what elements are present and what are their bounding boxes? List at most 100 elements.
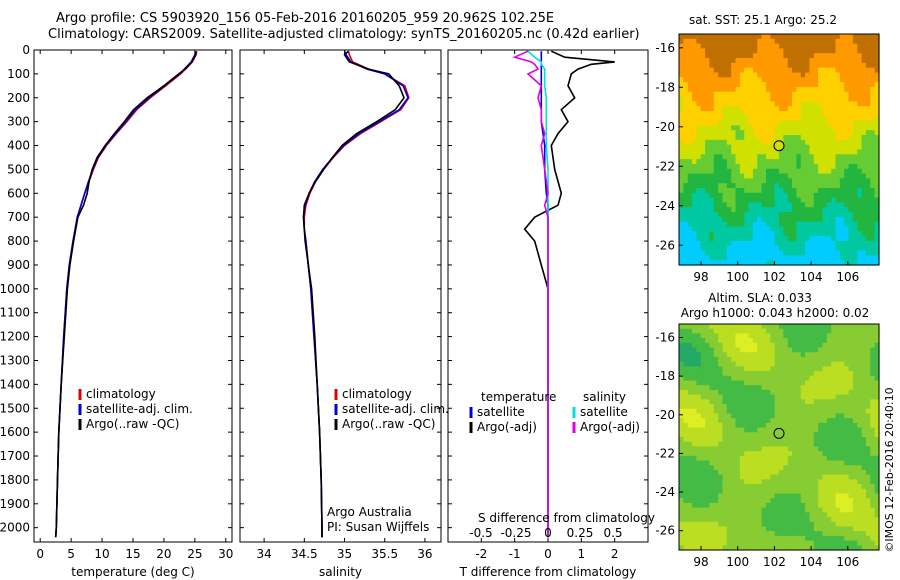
sst-map-cell <box>705 207 711 213</box>
sla-map-cell <box>726 512 732 518</box>
sst-map-cell <box>705 154 711 160</box>
sst-map-cell <box>852 178 858 184</box>
sst-map-cell <box>752 154 758 160</box>
sla-map-cell <box>826 484 832 490</box>
sla-map-cell <box>683 521 689 528</box>
sst-map-cell <box>718 231 724 237</box>
sla-map-cell <box>835 333 841 339</box>
sst-map-cell <box>774 82 780 88</box>
sst-map-cell <box>805 53 811 59</box>
sst-map-cell <box>796 130 802 136</box>
sla-map-cell <box>792 498 797 504</box>
sla-map-cell <box>765 347 771 353</box>
sst-map-cell <box>809 216 815 223</box>
sst-map-cell <box>787 192 793 199</box>
sst-map-cell <box>805 212 811 218</box>
sst-map-cell <box>718 144 724 151</box>
sla-map-cell <box>718 399 724 405</box>
sst-map-cell <box>844 240 850 247</box>
sla-map-cell <box>831 441 837 448</box>
sla-map-cell <box>861 498 867 504</box>
sla-map-cell <box>770 432 776 438</box>
sst-map-cell <box>718 245 724 252</box>
sla-map-cell <box>692 333 697 339</box>
sst-map-cell <box>818 101 824 107</box>
sla-map-cell <box>822 380 828 386</box>
sst-map-cell <box>787 34 793 40</box>
sla-map-cell <box>844 375 850 382</box>
sla-map-cell <box>861 342 867 349</box>
sla-map-cell <box>852 385 858 391</box>
sla-map-cell <box>679 531 684 537</box>
sst-map-cell <box>857 86 863 93</box>
sst-map-cell <box>765 106 771 112</box>
sla-map-cell <box>735 380 741 386</box>
sla-map-cell <box>718 488 724 495</box>
sst-map-cell <box>718 202 724 208</box>
sla-map-cell <box>757 531 763 537</box>
sst-map-cell <box>722 212 728 218</box>
sla-map-cell <box>705 545 711 551</box>
sla-map-cell <box>844 422 850 429</box>
sla-map-cell <box>679 465 684 471</box>
sla-map-cell <box>748 521 754 528</box>
sla-map-cell <box>761 545 767 551</box>
sst-map-cell <box>822 240 828 247</box>
sst-map-cell <box>796 77 802 83</box>
sst-map-cell <box>787 163 793 170</box>
sla-map-cell <box>813 375 819 382</box>
sst-map-cell <box>718 34 724 40</box>
sla-map-cell <box>735 328 741 335</box>
sst-map-cell <box>839 236 845 242</box>
sst-map-cell <box>692 255 697 261</box>
sst-map-cell <box>818 82 824 88</box>
sla-map-cell <box>787 455 793 462</box>
sst-map-cell <box>752 197 758 204</box>
sst-map-cell <box>796 255 802 261</box>
sla-map-cell <box>813 469 819 476</box>
sst-map-cell <box>779 58 784 64</box>
sst-map-cell <box>774 168 780 175</box>
sla-map-cell <box>870 380 876 386</box>
sst-map-cell <box>770 154 776 160</box>
sla-map-cell <box>852 446 858 452</box>
sla-map-cell <box>826 413 832 419</box>
sst-map-cell <box>739 240 745 247</box>
sla-map-cell <box>800 361 806 367</box>
sla-map-cell <box>857 512 863 518</box>
sla-map-cell <box>848 380 854 386</box>
sst-map-cell <box>813 197 819 204</box>
sla-map-cell <box>822 413 828 419</box>
sla-map-cell <box>870 441 876 448</box>
sst-map-cell <box>848 192 854 199</box>
sla-map-cell <box>865 375 871 382</box>
sla-map-cell <box>783 484 789 490</box>
sst-map-cell <box>844 58 850 64</box>
sst-map-cell <box>839 216 845 223</box>
sla-map-cell <box>787 394 793 400</box>
sst-map-cell <box>748 139 754 146</box>
sst-map-cell <box>722 120 728 127</box>
sla-map-cell <box>722 338 728 344</box>
sla-map-cell <box>848 484 854 490</box>
sla-map-cell <box>796 366 802 372</box>
sst-map-cell <box>696 135 702 141</box>
sla-map-cell <box>844 455 850 462</box>
sla-map-cell <box>713 512 719 518</box>
sla-map-cell <box>718 361 724 367</box>
sla-map-cell <box>792 512 797 518</box>
sst-map-cell <box>752 202 758 208</box>
sla-map-cell <box>713 394 719 400</box>
sst-map-cell <box>726 62 732 69</box>
sla-map-cell <box>692 389 697 396</box>
sla-map-cell <box>735 347 741 353</box>
sla-map-cell <box>835 342 841 349</box>
sst-map-cell <box>709 202 715 208</box>
sla-map-cell <box>774 324 780 330</box>
sst-map-cell <box>800 250 806 256</box>
sst-map-cell <box>770 125 776 131</box>
sst-map-cell <box>835 48 841 54</box>
sst-map-cell <box>800 178 806 184</box>
sla-map-cell <box>739 484 745 490</box>
sla-map-cell <box>718 526 724 532</box>
